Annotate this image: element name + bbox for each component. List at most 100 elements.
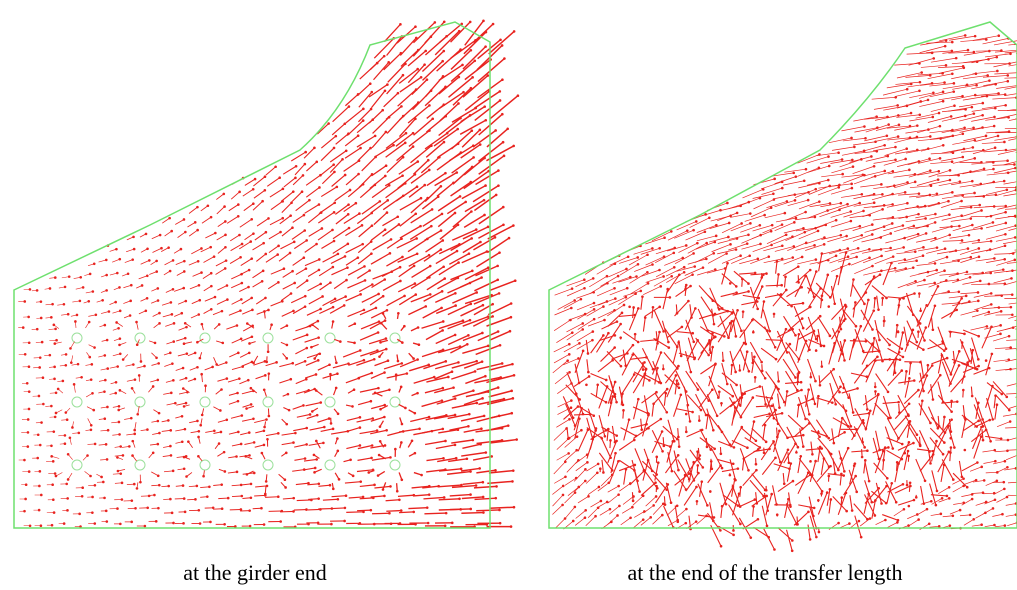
arrow-head — [51, 303, 54, 306]
arrow-head — [292, 497, 295, 500]
arrow-head — [626, 287, 629, 290]
arrow-head — [1008, 335, 1011, 338]
arrow-head — [106, 458, 109, 461]
arrow — [743, 295, 759, 298]
arrow — [698, 309, 708, 331]
arrow-head — [418, 343, 421, 346]
arrow — [427, 173, 446, 185]
arrow-head — [38, 366, 41, 369]
arrow-head — [983, 479, 986, 482]
arrow — [244, 204, 254, 211]
arrow-head — [146, 247, 149, 250]
arrow-head — [394, 448, 397, 451]
arrow — [371, 166, 386, 176]
arrow-head — [809, 474, 812, 477]
arrow-head — [475, 228, 478, 231]
arrow-head — [245, 407, 248, 410]
arrow — [359, 285, 372, 292]
arrow-head — [912, 225, 915, 228]
arrow — [643, 505, 653, 513]
arrow-head — [369, 147, 372, 150]
arrow — [384, 53, 401, 70]
arrow-head — [692, 229, 695, 232]
arrow-head — [444, 440, 447, 443]
arrow-head — [816, 335, 819, 338]
arrow-head — [891, 203, 894, 206]
arrow-head — [612, 395, 615, 398]
arrow — [917, 180, 938, 186]
arrow — [297, 500, 312, 501]
arrow-head — [25, 483, 28, 486]
arrow — [473, 186, 498, 202]
arrow-head — [693, 357, 696, 360]
arrow-head — [496, 278, 499, 281]
arrow-head — [958, 364, 961, 367]
arrow — [765, 213, 785, 218]
arrow-head — [510, 302, 513, 305]
arrow — [474, 486, 497, 488]
arrow-head — [707, 414, 710, 417]
arrow-head — [103, 417, 106, 420]
arrow — [565, 437, 577, 448]
arrow-head — [491, 303, 494, 306]
arrow-head — [444, 115, 447, 118]
arrow-head — [402, 194, 405, 197]
arrow-head — [106, 339, 109, 342]
arrow — [218, 498, 228, 499]
arrow — [608, 515, 618, 524]
arrow-head — [694, 307, 697, 310]
arrow-head — [382, 312, 385, 315]
arrow-head — [472, 144, 475, 147]
arrow-head — [306, 334, 309, 337]
arrow — [972, 493, 983, 494]
arrow — [461, 453, 486, 457]
arrow-head — [441, 60, 444, 63]
arrow — [408, 105, 429, 123]
arrow-head — [263, 388, 266, 391]
arrow-head — [619, 336, 622, 339]
arrow-head — [839, 385, 842, 388]
arrow-head — [660, 418, 663, 421]
arrow — [490, 413, 512, 418]
arrow-head — [370, 91, 373, 94]
arrow-head — [811, 453, 814, 456]
arrow-head — [345, 279, 348, 282]
arrow-head — [632, 495, 635, 498]
arrow — [318, 212, 334, 223]
arrow-head — [907, 450, 910, 453]
arrow — [1009, 116, 1017, 121]
arrow — [894, 509, 904, 516]
arrow-head — [337, 413, 340, 416]
arrow-head — [514, 279, 517, 282]
arrow-head — [252, 188, 255, 191]
strand-hole — [200, 397, 210, 407]
arrow-head — [964, 449, 967, 452]
arrow-head — [252, 232, 255, 235]
arrow — [372, 185, 389, 197]
arrow-head — [38, 485, 41, 488]
arrow-head — [819, 287, 822, 290]
arrow-head — [359, 293, 362, 296]
arrow — [408, 306, 425, 314]
arrow-head — [576, 435, 579, 438]
arrow — [359, 226, 372, 237]
arrow — [948, 426, 954, 447]
arrow-head — [155, 356, 158, 359]
arrow-head — [423, 184, 426, 187]
arrow-head — [417, 49, 420, 52]
arrow-head — [374, 135, 377, 138]
arrow — [245, 179, 255, 185]
arrow-head — [943, 349, 946, 352]
arrow-head — [54, 416, 57, 419]
arrow — [926, 42, 952, 43]
arrow-head — [992, 507, 995, 510]
arrow — [686, 320, 694, 342]
arrow-head — [625, 268, 628, 271]
arrow-head — [764, 403, 767, 406]
arrow — [619, 483, 630, 491]
arrow — [296, 269, 306, 275]
arrow-head — [773, 178, 776, 181]
arrow-head — [761, 285, 764, 288]
arrow-head — [924, 326, 927, 329]
arrow-head — [976, 461, 979, 464]
